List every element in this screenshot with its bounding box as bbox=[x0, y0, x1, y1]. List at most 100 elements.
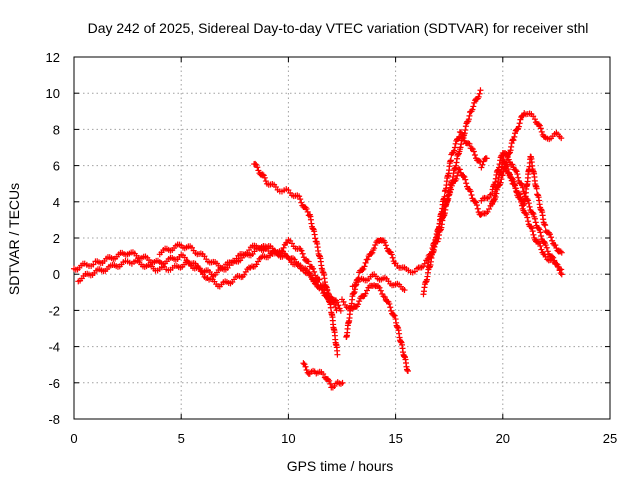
data-point bbox=[513, 168, 520, 175]
data-point bbox=[523, 211, 530, 218]
data-point bbox=[472, 198, 479, 205]
data-point bbox=[505, 156, 512, 163]
data-point bbox=[503, 161, 510, 168]
data-point bbox=[515, 174, 522, 181]
data-point bbox=[517, 194, 524, 201]
data-point bbox=[536, 226, 543, 233]
data-point bbox=[376, 284, 383, 291]
data-points bbox=[71, 87, 565, 391]
x-tick-label: 10 bbox=[281, 431, 295, 446]
data-point bbox=[364, 256, 371, 263]
data-point bbox=[505, 166, 512, 173]
data-point bbox=[471, 151, 478, 158]
data-point bbox=[519, 184, 526, 191]
data-point bbox=[538, 233, 545, 240]
data-point bbox=[316, 276, 323, 283]
data-point bbox=[369, 249, 376, 256]
data-point bbox=[557, 248, 564, 255]
data-point bbox=[355, 301, 362, 308]
data-point bbox=[531, 116, 538, 123]
data-point bbox=[542, 242, 549, 249]
data-point bbox=[526, 203, 533, 210]
data-point bbox=[441, 193, 448, 200]
data-point bbox=[377, 287, 384, 294]
data-point bbox=[452, 140, 459, 147]
data-point bbox=[380, 293, 387, 300]
data-point bbox=[381, 239, 388, 246]
data-point bbox=[372, 241, 379, 248]
axis-ticks: 0 5 10 15 20 25 -8 -6 -4 -2 0 2 4 6 8 10 12 bbox=[46, 50, 618, 446]
data-point bbox=[537, 125, 544, 132]
data-point bbox=[311, 280, 318, 287]
data-point bbox=[486, 206, 493, 213]
data-point bbox=[254, 164, 261, 171]
y-tick-label: -6 bbox=[48, 376, 60, 391]
y-tick-label: -2 bbox=[48, 303, 60, 318]
data-point bbox=[558, 266, 565, 273]
data-point bbox=[310, 265, 317, 272]
chart-title: Day 242 of 2025, Sidereal Day-to-day VTE… bbox=[88, 20, 589, 36]
data-point bbox=[518, 180, 525, 187]
data-point bbox=[504, 153, 511, 160]
data-point bbox=[298, 199, 305, 206]
data-point bbox=[532, 219, 539, 226]
data-point bbox=[531, 215, 538, 222]
data-point bbox=[473, 199, 479, 206]
data-point bbox=[544, 248, 551, 255]
data-point bbox=[302, 363, 309, 370]
data-point bbox=[463, 180, 470, 187]
data-point bbox=[340, 298, 347, 305]
x-tick-label: 25 bbox=[603, 431, 617, 446]
data-point bbox=[536, 122, 543, 129]
data-point bbox=[389, 254, 396, 261]
data-point bbox=[537, 229, 544, 236]
data-point bbox=[516, 120, 523, 127]
data-point bbox=[300, 254, 307, 261]
data-point bbox=[514, 171, 521, 178]
data-point bbox=[468, 192, 475, 199]
data-point bbox=[511, 133, 518, 140]
data-point bbox=[469, 106, 476, 113]
data-point bbox=[359, 267, 366, 274]
data-point bbox=[467, 188, 474, 195]
data-point bbox=[447, 189, 454, 196]
data-point bbox=[252, 160, 259, 167]
data-point bbox=[530, 211, 537, 218]
data-point bbox=[473, 202, 480, 209]
data-point bbox=[543, 244, 550, 251]
data-point bbox=[542, 222, 549, 229]
y-tick-label: 12 bbox=[46, 50, 60, 65]
series-track-7 bbox=[343, 87, 484, 340]
data-point bbox=[520, 202, 527, 209]
data-point bbox=[512, 130, 519, 137]
data-point bbox=[536, 240, 543, 247]
data-point bbox=[300, 360, 307, 367]
data-point bbox=[280, 244, 287, 251]
data-point bbox=[475, 93, 482, 100]
data-point bbox=[479, 161, 486, 168]
x-tick-label: 20 bbox=[496, 431, 510, 446]
series-track-13 bbox=[499, 152, 565, 256]
data-point bbox=[364, 287, 371, 294]
data-point bbox=[530, 231, 537, 238]
data-point bbox=[538, 246, 545, 253]
x-tick-label: 5 bbox=[178, 431, 185, 446]
data-point bbox=[470, 103, 477, 110]
data-point bbox=[476, 90, 483, 97]
x-tick-label: 15 bbox=[388, 431, 402, 446]
data-point bbox=[421, 260, 428, 267]
data-point bbox=[451, 147, 458, 154]
data-point bbox=[382, 242, 389, 249]
data-point bbox=[459, 131, 466, 138]
data-point bbox=[303, 205, 310, 212]
data-point bbox=[465, 140, 472, 147]
data-point bbox=[537, 243, 544, 250]
data-point bbox=[381, 294, 388, 301]
y-tick-label: -4 bbox=[48, 340, 60, 355]
data-point bbox=[500, 156, 507, 163]
data-point bbox=[326, 377, 333, 384]
y-tick-label: 8 bbox=[53, 122, 60, 137]
data-point bbox=[299, 250, 306, 257]
data-point bbox=[529, 209, 536, 216]
